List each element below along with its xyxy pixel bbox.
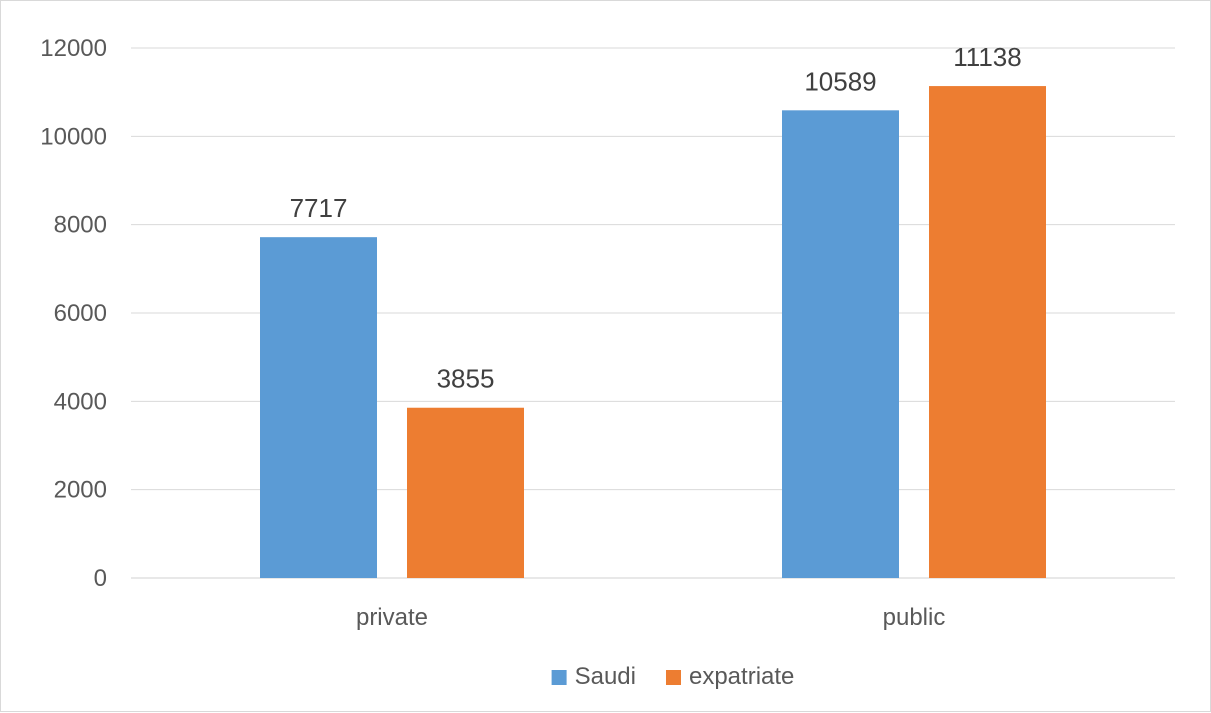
bar-expatriate-public [929, 86, 1046, 579]
x-axis-categories: private public [356, 604, 945, 631]
y-tick-label: 2000 [54, 477, 107, 504]
x-category-label: private [356, 604, 428, 631]
y-tick-label: 6000 [54, 300, 107, 327]
legend-label-expatriate: expatriate [689, 663, 794, 690]
data-label: 7717 [290, 193, 348, 223]
bar-expatriate-private [407, 407, 524, 578]
bar-saudi-private [260, 237, 377, 578]
legend-label-saudi: Saudi [575, 663, 636, 690]
bar-saudi-public [782, 110, 899, 579]
legend: Saudi expatriate [551, 663, 794, 690]
y-tick-label: 8000 [54, 212, 107, 239]
y-tick-label: 12000 [40, 35, 107, 62]
data-label: 10589 [804, 66, 876, 96]
legend-swatch-saudi [551, 670, 567, 685]
legend-swatch-expatriate [665, 670, 681, 685]
y-tick-label: 4000 [54, 388, 107, 415]
data-label: 3855 [437, 364, 495, 394]
y-tick-label: 10000 [40, 123, 107, 150]
y-axis-ticks: 0 2000 4000 6000 8000 10000 12000 [40, 35, 107, 592]
data-labels: 7717 3855 10589 11138 [290, 42, 1022, 394]
data-label: 11138 [953, 42, 1021, 72]
x-category-label: public [883, 604, 946, 631]
bars [260, 86, 1046, 579]
y-tick-label: 0 [94, 565, 107, 592]
